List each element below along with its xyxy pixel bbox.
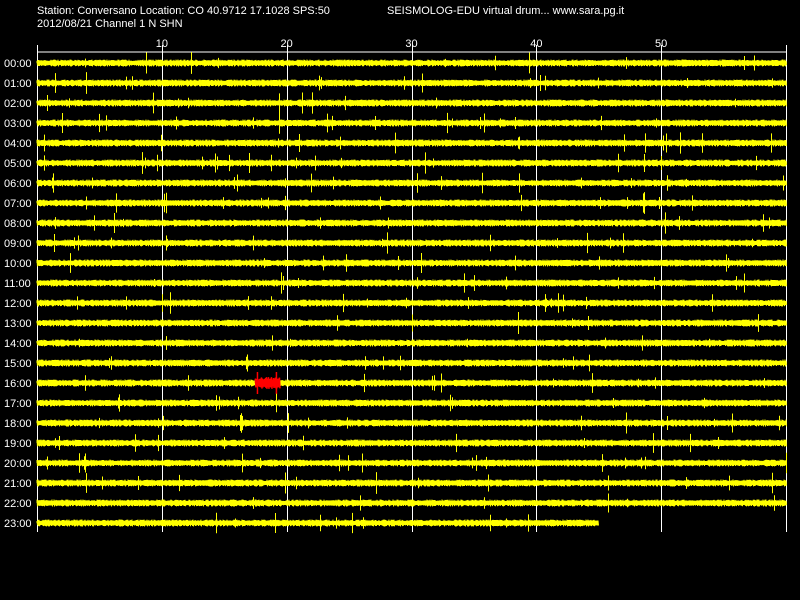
trace-row [36, 493, 787, 513]
trace-line [36, 239, 787, 247]
hour-label: 06:00 [4, 178, 32, 190]
hour-labels: 00:00 01:00 02:00 03:00 04:00 05:00 06:00 07:00… [4, 58, 32, 530]
trace-row [36, 132, 787, 154]
trace-row [36, 152, 787, 174]
hour-label: 00:00 [4, 58, 32, 70]
hour-label: 16:00 [4, 378, 32, 390]
hour-label: 03:00 [4, 118, 32, 130]
hour-label: 08:00 [4, 218, 32, 230]
hour-label: 21:00 [4, 478, 32, 490]
hour-label: 17:00 [4, 398, 32, 410]
hour-label: 10:00 [4, 258, 32, 270]
trace-line [36, 79, 787, 87]
trace-line [36, 379, 787, 387]
trace-row [36, 272, 787, 294]
trace-line [36, 179, 787, 187]
trace-row [36, 253, 787, 273]
minute-tick-label: 40 [530, 38, 542, 50]
date-channel-info: 2012/08/21 Channel 1 N SHN [37, 18, 183, 30]
trace-line [36, 139, 787, 147]
trace-line [36, 419, 787, 427]
trace-row [36, 212, 787, 234]
station-info: Station: Conversano Location: CO 40.9712… [37, 5, 330, 17]
trace-line [36, 219, 787, 227]
hour-label: 13:00 [4, 318, 32, 330]
hour-label: 15:00 [4, 358, 32, 370]
trace-rows [36, 52, 787, 534]
trace-line [36, 459, 787, 467]
minute-tick-label: 10 [156, 38, 168, 50]
hour-label: 23:00 [4, 518, 32, 530]
trace-line [36, 339, 787, 347]
trace-line [36, 299, 787, 307]
hour-label: 07:00 [4, 198, 32, 210]
hour-label: 18:00 [4, 418, 32, 430]
trace-row [36, 372, 787, 394]
trace-line [36, 119, 787, 127]
trace-row [36, 192, 787, 214]
trace-row [36, 112, 787, 134]
hour-label: 04:00 [4, 138, 32, 150]
trace-line [36, 259, 787, 267]
trace-row [36, 312, 787, 334]
trace-line [36, 59, 787, 67]
hour-label: 19:00 [4, 438, 32, 450]
trace-row [36, 172, 787, 194]
trace-line [36, 499, 787, 507]
hour-label: 01:00 [4, 78, 32, 90]
hour-label: 05:00 [4, 158, 32, 170]
trace-row [36, 92, 787, 114]
minute-tick-label: 50 [655, 38, 667, 50]
product-info: SEISMOLOG-EDU virtual drum... www.sara.p… [387, 5, 625, 17]
trace-line [36, 439, 787, 447]
hour-label: 09:00 [4, 238, 32, 250]
hour-label: 20:00 [4, 458, 32, 470]
trace-line [36, 99, 787, 107]
trace-row [36, 452, 787, 474]
trace-line [36, 319, 787, 327]
minute-grid [37, 45, 787, 532]
trace-row [36, 393, 787, 413]
trace-row [36, 433, 787, 453]
trace-row [36, 354, 787, 372]
trace-row [36, 52, 787, 74]
trace-row [36, 412, 787, 434]
hour-label: 12:00 [4, 298, 32, 310]
trace-line [36, 399, 787, 407]
minute-tick-label: 20 [281, 38, 293, 50]
trace-row [36, 335, 787, 351]
hour-label: 14:00 [4, 338, 32, 350]
hour-label: 11:00 [4, 278, 31, 290]
trace-row [36, 472, 787, 494]
trace-line [36, 479, 787, 487]
trace-row [36, 72, 787, 94]
trace-row [36, 232, 787, 254]
minute-ticks: 10 20 30 40 50 [156, 38, 668, 50]
minute-tick-label: 30 [405, 38, 417, 50]
trace-row [36, 512, 599, 534]
hour-label: 02:00 [4, 98, 32, 110]
hour-label: 22:00 [4, 498, 32, 510]
trace-line [36, 199, 787, 207]
trace-line [36, 279, 787, 287]
trace-line [36, 159, 787, 167]
trace-line [36, 359, 787, 367]
trace-row [36, 292, 787, 314]
trace-line [36, 519, 599, 527]
